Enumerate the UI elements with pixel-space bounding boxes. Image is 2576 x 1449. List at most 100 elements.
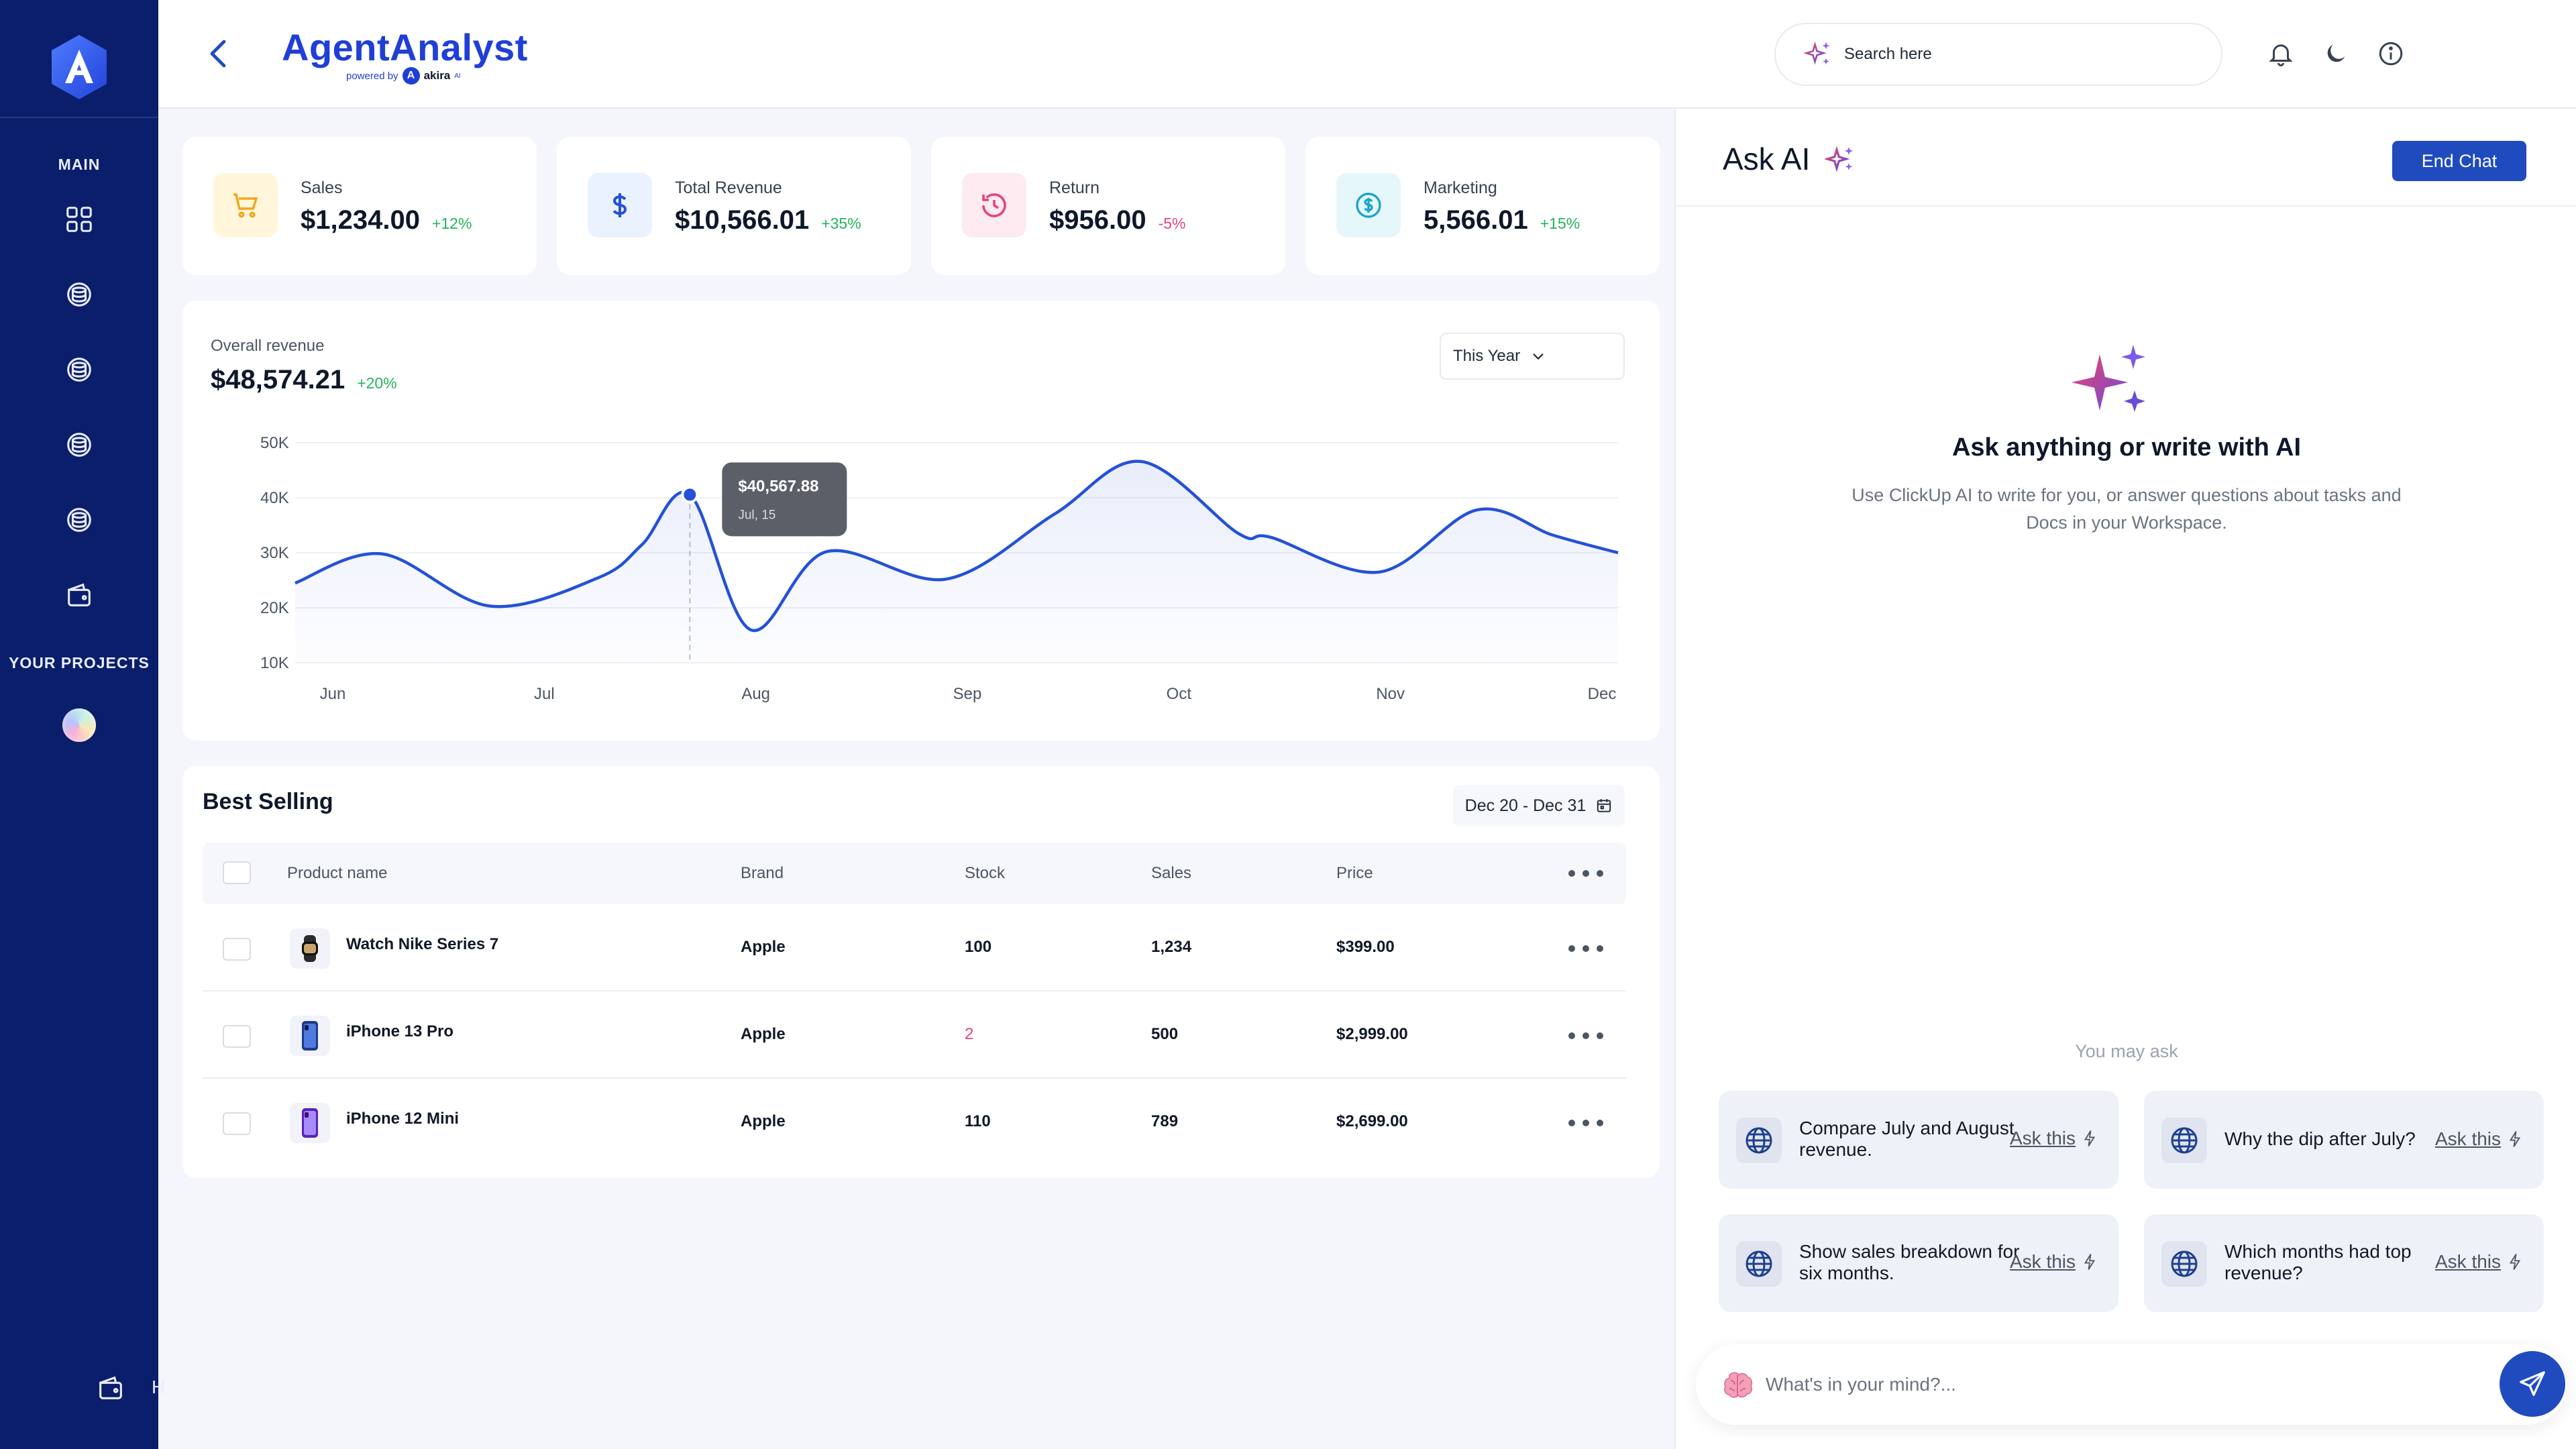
table-row[interactable]: Watch Nike Series 7 Apple 100 1,234 $399…: [203, 904, 1626, 991]
col-price[interactable]: Price: [1336, 864, 1373, 882]
search-input[interactable]: Search here: [1774, 23, 2222, 86]
product-stock: 100: [965, 938, 992, 956]
kpi-label: Sales: [301, 178, 343, 197]
ask-this-label: Ask this: [2435, 1128, 2502, 1149]
ask-this-link[interactable]: Ask this: [2435, 1128, 2522, 1150]
suggestion-card[interactable]: Which months had top revenue? Ask this: [2144, 1214, 2544, 1312]
history-icon: [962, 173, 1026, 237]
product-stock-low: 2: [965, 1025, 974, 1043]
suggestion-text: Which months had top revenue?: [2224, 1241, 2412, 1283]
sidebar-item-database-1[interactable]: [60, 276, 98, 313]
back-button[interactable]: [201, 36, 236, 71]
theme-toggle-button[interactable]: [2318, 36, 2353, 71]
x-tick-label: Jul: [534, 685, 555, 703]
product-sales: 1,234: [1151, 938, 1192, 956]
row-more-icon[interactable]: [1568, 1116, 1603, 1130]
table-row[interactable]: iPhone 12 Mini Apple 110 789 $2,699.00: [203, 1079, 1626, 1166]
best-selling-card: Best Selling Dec 20 - Dec 31 Product nam…: [182, 766, 1660, 1178]
calendar-icon: [1597, 799, 1611, 812]
row-checkbox[interactable]: [223, 938, 251, 961]
suggestion-card[interactable]: Compare July and August revenue. Ask thi…: [1719, 1091, 2118, 1189]
ask-this-label: Ask this: [2435, 1251, 2502, 1272]
sidebar-item-database-4[interactable]: [60, 501, 98, 539]
series-area: [295, 461, 1618, 663]
row-checkbox[interactable]: [223, 1025, 251, 1048]
tooltip-label: Jul, 15: [738, 508, 775, 522]
row-checkbox[interactable]: [223, 1112, 251, 1135]
chevron-left-icon: [210, 40, 226, 68]
more-options-icon[interactable]: [1568, 867, 1603, 880]
kpi-value: 5,566.01: [1424, 205, 1528, 235]
col-stock[interactable]: Stock: [965, 864, 1006, 882]
akira-logo-icon: A: [402, 67, 420, 85]
date-range-value: Dec 20 - Dec 31: [1464, 796, 1587, 815]
kpi-card-marketing: Marketing 5,566.01 +15%: [1305, 137, 1660, 275]
chat-input-placeholder: What's in your mind?...: [1766, 1374, 1956, 1395]
ai-chat-input[interactable]: What's in your mind?...: [1696, 1344, 2567, 1425]
date-range-picker[interactable]: Dec 20 - Dec 31: [1453, 785, 1625, 826]
x-tick-label: Dec: [1588, 685, 1617, 703]
powered-by-text: powered by: [346, 70, 398, 82]
y-tick-label: 40K: [260, 489, 289, 507]
kpi-label: Total Revenue: [675, 178, 782, 197]
ai-sparkles-icon: [2072, 345, 2145, 412]
database-icon: [67, 358, 91, 382]
ask-ai-header: Ask AI End Chat: [1676, 109, 2576, 207]
product-price: $2,699.00: [1336, 1112, 1408, 1130]
ask-ai-title: Ask AI: [1723, 142, 1811, 176]
powered-by: powered by A akira AI: [346, 67, 461, 85]
table-row[interactable]: iPhone 13 Pro Apple 2 500 $2,999.00: [203, 991, 1626, 1079]
sidebar-item-database-3[interactable]: [60, 426, 98, 464]
product-sales: 789: [1151, 1112, 1179, 1130]
product-brand: Apple: [741, 1112, 786, 1130]
row-more-icon[interactable]: [1568, 942, 1603, 955]
phone-icon: [290, 1103, 330, 1143]
tooltip-box: [722, 462, 847, 537]
product-stock: 110: [965, 1112, 991, 1130]
period-select[interactable]: This Year: [1440, 333, 1625, 380]
end-chat-button[interactable]: End Chat: [2392, 141, 2526, 181]
col-brand[interactable]: Brand: [741, 864, 784, 882]
x-tick-label: Jun: [320, 685, 346, 703]
ask-this-link[interactable]: Ask this: [2435, 1251, 2522, 1273]
data-point-marker: [681, 486, 699, 504]
suggestion-text: Why the dip after July?: [2224, 1128, 2416, 1149]
kpi-value-wrap: $1,234.00 +12%: [301, 205, 472, 235]
series-line: [294, 460, 1619, 633]
suggestion-card[interactable]: Show sales breakdown for six months. Ask…: [1719, 1214, 2118, 1312]
app-logo[interactable]: [49, 34, 109, 101]
ask-this-link[interactable]: Ask this: [2010, 1128, 2097, 1149]
col-product[interactable]: Product name: [287, 864, 388, 882]
x-tick-label: Sep: [953, 685, 982, 703]
kpi-value: $956.00: [1049, 205, 1146, 235]
dollar-icon: [588, 173, 652, 237]
revenue-value-wrap: $48,574.21 +20%: [211, 365, 397, 395]
send-icon: [2520, 1371, 2545, 1396]
row-more-icon[interactable]: [1568, 1029, 1603, 1042]
ask-this-link[interactable]: Ask this: [2010, 1251, 2097, 1273]
sidebar-item-wallet[interactable]: [60, 576, 98, 614]
suggestion-card[interactable]: Why the dip after July? Ask this: [2144, 1091, 2544, 1189]
wallet-icon: [99, 1376, 122, 1399]
search-placeholder: Search here: [1844, 45, 1932, 63]
watch-icon: [290, 928, 330, 969]
you-may-ask-label: You may ask: [2075, 1041, 2178, 1061]
select-all-checkbox[interactable]: [223, 861, 251, 884]
revenue-value: $48,574.21: [211, 365, 345, 394]
sidebar-bottom-wallet[interactable]: [94, 1371, 127, 1405]
send-button[interactable]: [2500, 1351, 2565, 1417]
sidebar-item-database-2[interactable]: [60, 351, 98, 388]
col-sales[interactable]: Sales: [1151, 864, 1192, 882]
best-selling-title: Best Selling: [203, 789, 333, 814]
lightning-icon: [2509, 1254, 2521, 1270]
product-name: iPhone 12 Mini: [346, 1110, 460, 1128]
top-header: AgentAnalyst powered by A akira AI Search…: [158, 0, 2576, 109]
project-avatar[interactable]: [62, 708, 96, 742]
kpi-value: $1,234.00: [301, 205, 420, 235]
notifications-button[interactable]: [2263, 36, 2298, 71]
sidebar-item-dashboard[interactable]: [60, 201, 98, 238]
info-button[interactable]: [2373, 36, 2408, 71]
sparkle-icon: [1804, 41, 1830, 65]
kpi-label: Return: [1049, 178, 1100, 197]
revenue-line-chart[interactable]: 50K 40K 30K 20K 10K Jun Jul Aug Sep Oct Nov Dec $40,…: [182, 301, 1660, 741]
